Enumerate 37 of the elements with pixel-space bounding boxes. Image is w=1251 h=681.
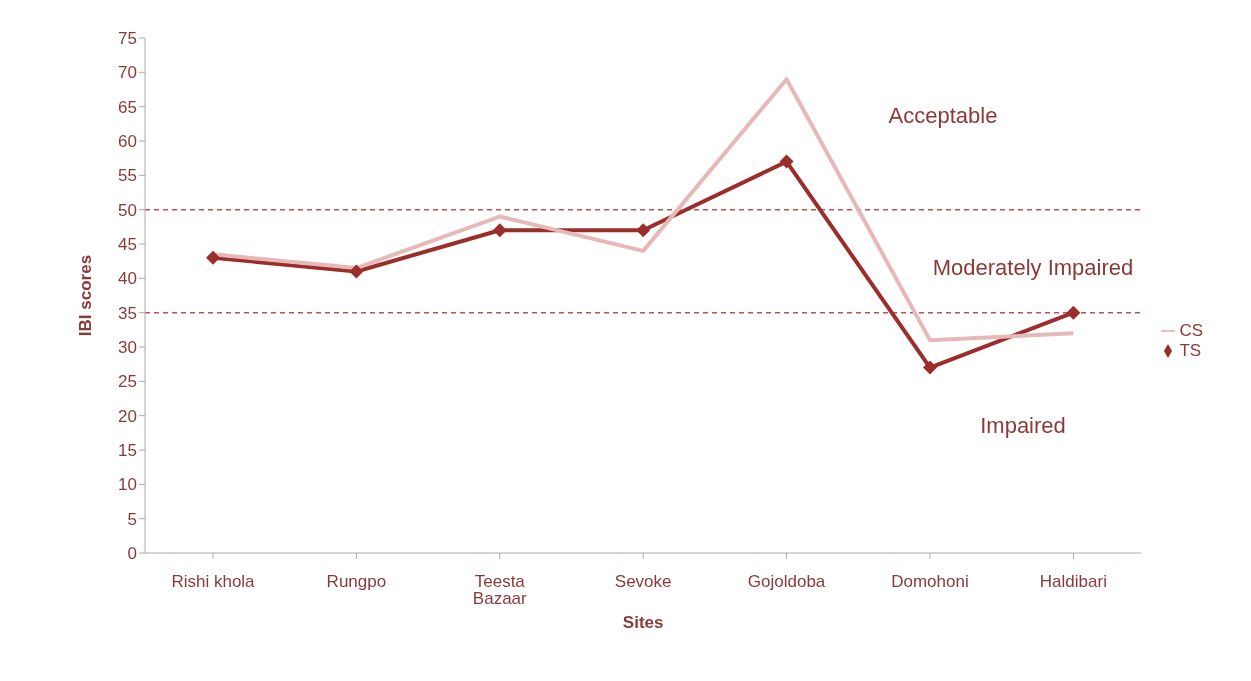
y-tick-label: 65 xyxy=(118,97,137,117)
x-tick-label: Haldibari xyxy=(1039,572,1107,592)
y-tick-label: 55 xyxy=(118,166,137,186)
y-tick-label: 70 xyxy=(118,63,137,83)
annotation: Moderately Impaired xyxy=(932,255,1134,281)
annotation: Acceptable xyxy=(888,103,998,129)
y-tick-label: 35 xyxy=(118,303,137,323)
point xyxy=(349,264,364,279)
x-tick-label: Gojoldoba xyxy=(747,572,826,592)
y-tick-label: 45 xyxy=(118,235,137,255)
y-axis-title: IBI scores xyxy=(76,254,96,337)
point xyxy=(492,223,507,238)
y-tick-label: 0 xyxy=(127,544,137,564)
point xyxy=(1066,305,1081,320)
point xyxy=(779,154,794,169)
y-tick-label: 15 xyxy=(118,441,137,461)
x-tick-label: Sevoke xyxy=(614,572,672,592)
y-tick-label: 20 xyxy=(118,406,137,426)
y-tick-label: 75 xyxy=(118,29,137,49)
x-tick-label: Rungpo xyxy=(326,572,387,592)
y-tick-label: 30 xyxy=(118,338,137,358)
x-axis-title: Sites xyxy=(622,613,664,632)
y-tick-label: 50 xyxy=(118,200,137,220)
y-tick-label: 10 xyxy=(118,475,137,495)
x-tick-label: Rishi khola xyxy=(171,572,256,592)
legend-label: CS xyxy=(1179,320,1203,340)
x-tick-label: Teesta Bazaar xyxy=(472,572,528,609)
y-tick-label: 5 xyxy=(127,509,137,529)
y-tick-label: 60 xyxy=(118,132,137,152)
point xyxy=(636,223,651,238)
legend-label: TS xyxy=(1179,340,1202,360)
x-tick-label: Domohoni xyxy=(891,572,969,592)
y-tick-label: 40 xyxy=(118,269,137,289)
y-tick-label: 25 xyxy=(118,372,137,392)
point xyxy=(206,250,220,265)
point xyxy=(922,360,937,375)
annotation: Impaired xyxy=(980,413,1066,439)
